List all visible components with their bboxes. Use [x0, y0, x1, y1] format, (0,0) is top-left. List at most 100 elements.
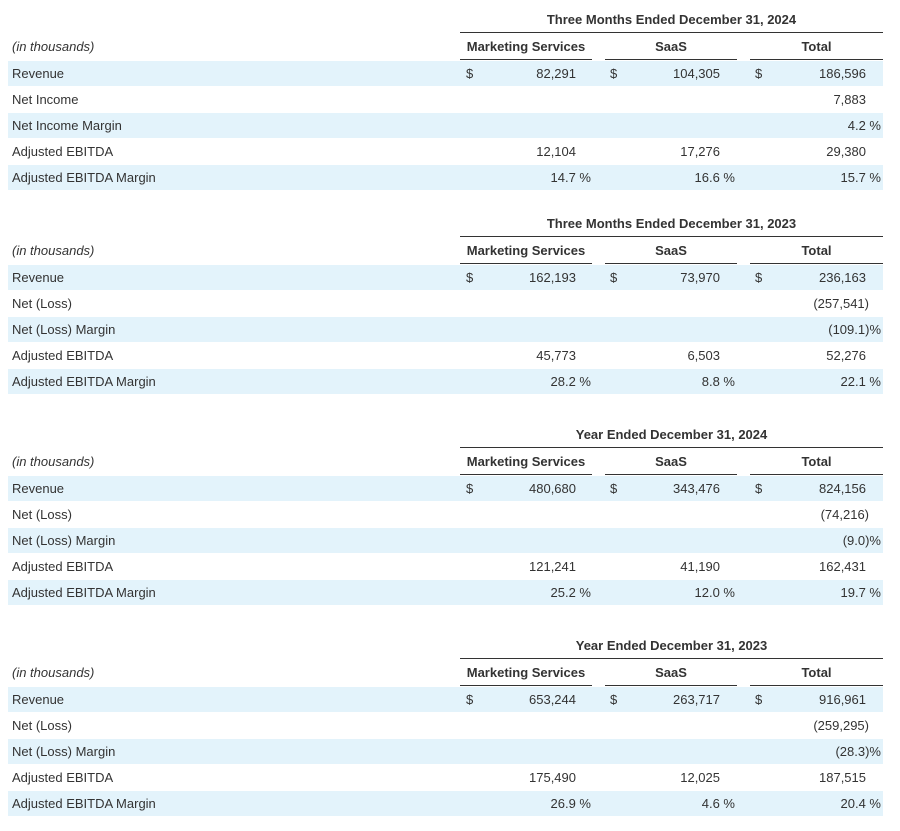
row-label: Net (Loss) — [12, 718, 72, 733]
currency: $ — [610, 66, 618, 81]
cell-value: 263,717 — [673, 692, 720, 707]
row-band — [8, 317, 883, 342]
row-label: Net (Loss) Margin — [12, 744, 116, 759]
row-label: Net (Loss) — [12, 296, 72, 311]
cell-value: 4.2 % — [847, 118, 881, 133]
column-header: Total — [801, 39, 832, 54]
unit-label: (in thousands) — [12, 39, 95, 54]
period-rule — [460, 32, 883, 33]
cell-value: 162,193 — [529, 270, 576, 285]
currency: $ — [610, 481, 618, 496]
currency: $ — [610, 270, 618, 285]
row-label: Net Income Margin — [12, 118, 122, 133]
cell-value: 73,970 — [680, 270, 720, 285]
unit-label: (in thousands) — [12, 243, 95, 258]
column-rule — [605, 474, 737, 475]
row-band — [8, 265, 883, 290]
unit-label: (in thousands) — [12, 454, 95, 469]
row-band — [8, 165, 883, 190]
cell-value: 26.9 % — [550, 796, 591, 811]
cell-value: 15.7 % — [840, 170, 881, 185]
cell-value: 186,596 — [819, 66, 866, 81]
column-header: SaaS — [655, 243, 687, 258]
cell-value: 41,190 — [680, 559, 720, 574]
row-label: Net (Loss) — [12, 507, 72, 522]
column-header: SaaS — [655, 665, 687, 680]
row-band — [8, 791, 883, 816]
currency: $ — [466, 66, 474, 81]
row-label: Net (Loss) Margin — [12, 322, 116, 337]
column-rule — [750, 263, 883, 264]
currency: $ — [755, 692, 763, 707]
currency: $ — [755, 270, 763, 285]
cell-value: 7,883 — [833, 92, 866, 107]
row-label: Adjusted EBITDA Margin — [12, 796, 156, 811]
column-rule — [605, 59, 737, 60]
cell-value: 4.6 % — [701, 796, 735, 811]
column-rule — [460, 263, 592, 264]
period-rule — [460, 658, 883, 659]
column-header: Total — [801, 454, 832, 469]
cell-value: 14.7 % — [550, 170, 591, 185]
row-label: Revenue — [12, 692, 65, 707]
currency: $ — [610, 692, 618, 707]
cell-value: 25.2 % — [550, 585, 591, 600]
cell-value: 480,680 — [529, 481, 576, 496]
row-label: Adjusted EBITDA — [12, 144, 114, 159]
cell-value: 343,476 — [673, 481, 720, 496]
period-title: Three Months Ended December 31, 2024 — [546, 12, 797, 27]
cell-value: 45,773 — [536, 348, 576, 363]
cell-value: 52,276 — [826, 348, 866, 363]
row-label: Revenue — [12, 66, 65, 81]
column-header: Marketing Services — [466, 39, 586, 54]
cell-value: 236,163 — [819, 270, 866, 285]
row-label: Adjusted EBITDA — [12, 770, 114, 785]
currency: $ — [466, 481, 474, 496]
cell-value: 12,025 — [680, 770, 720, 785]
column-header: SaaS — [655, 39, 687, 54]
cell-value: 8.8 % — [701, 374, 735, 389]
column-rule — [750, 474, 883, 475]
row-band — [8, 476, 883, 501]
row-band — [8, 369, 883, 394]
period-title: Three Months Ended December 31, 2023 — [546, 216, 797, 231]
period-rule — [460, 447, 883, 448]
cell-value: (259,295) — [813, 718, 869, 733]
cell-value: (257,541) — [813, 296, 869, 311]
row-band — [8, 687, 883, 712]
cell-value: 121,241 — [529, 559, 576, 574]
row-label: Adjusted EBITDA — [12, 559, 114, 574]
cell-value: 6,503 — [687, 348, 720, 363]
cell-value: 28.2 % — [550, 374, 591, 389]
currency: $ — [466, 270, 474, 285]
column-rule — [460, 685, 592, 686]
cell-value: 824,156 — [819, 481, 866, 496]
column-header: Marketing Services — [466, 454, 586, 469]
column-rule — [605, 263, 737, 264]
unit-label: (in thousands) — [12, 665, 95, 680]
cell-value: 17,276 — [680, 144, 720, 159]
cell-value: 12,104 — [536, 144, 576, 159]
column-rule — [750, 59, 883, 60]
row-label: Adjusted EBITDA — [12, 348, 114, 363]
cell-value: 653,244 — [529, 692, 576, 707]
cell-value: (109.1)% — [828, 322, 881, 337]
cell-value: 82,291 — [536, 66, 576, 81]
row-label: Net (Loss) Margin — [12, 533, 116, 548]
column-header: Total — [801, 665, 832, 680]
column-rule — [750, 685, 883, 686]
row-label: Adjusted EBITDA Margin — [12, 374, 156, 389]
row-label: Revenue — [12, 270, 65, 285]
currency: $ — [755, 66, 763, 81]
column-rule — [605, 685, 737, 686]
cell-value: 175,490 — [529, 770, 576, 785]
cell-value: 187,515 — [819, 770, 866, 785]
column-rule — [460, 474, 592, 475]
currency: $ — [466, 692, 474, 707]
cell-value: 22.1 % — [840, 374, 881, 389]
cell-value: (9.0)% — [842, 533, 881, 548]
period-title: Year Ended December 31, 2023 — [575, 638, 768, 653]
cell-value: 29,380 — [826, 144, 866, 159]
row-band — [8, 61, 883, 86]
